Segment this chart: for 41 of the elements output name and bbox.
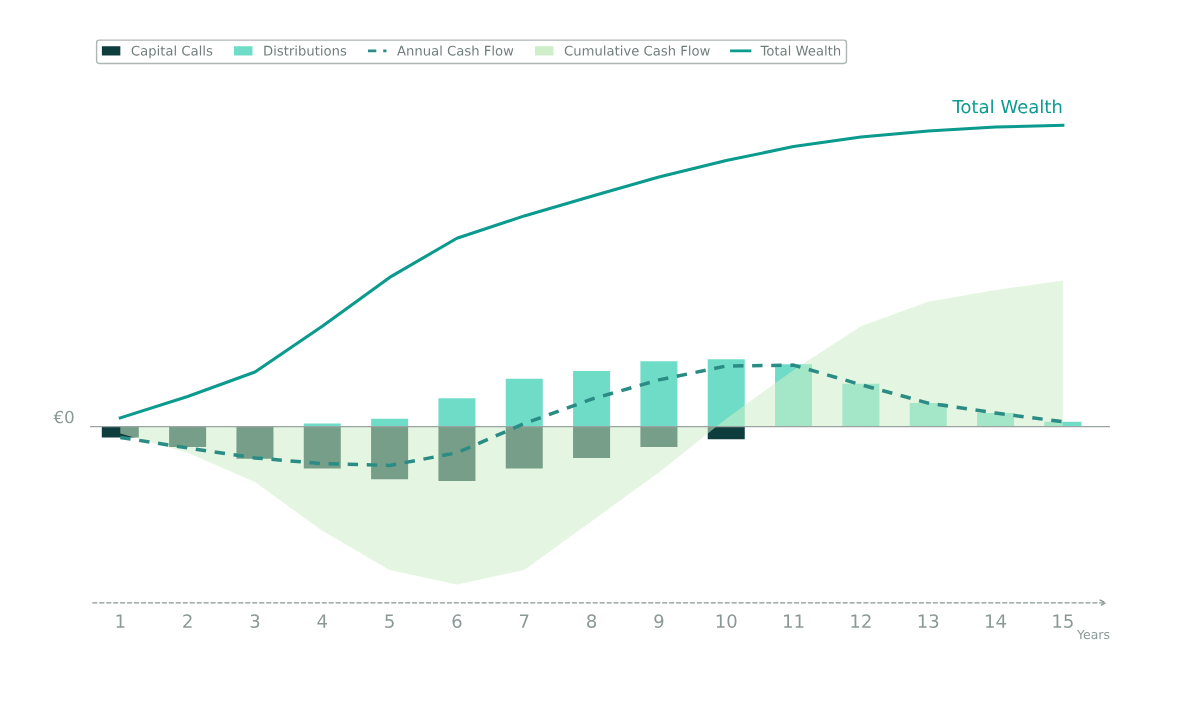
x-tick-label: 8 <box>587 614 597 628</box>
bar <box>505 378 543 427</box>
x-tick-label: 5 <box>385 614 394 628</box>
bar <box>842 383 880 427</box>
bar <box>505 426 543 469</box>
annotation: Total Wealth <box>952 99 1062 114</box>
x-tick-label: 9 <box>654 614 664 628</box>
legend-label: Capital Calls <box>131 45 213 59</box>
x-tick-label: 14 <box>986 614 1007 628</box>
legend-label: Total Wealth <box>760 45 841 56</box>
x-tick-label: 4 <box>317 614 328 628</box>
legend-label: Cumulative Cash Flow <box>564 45 710 56</box>
ref-line-label: €0 <box>53 410 74 424</box>
bar <box>101 426 139 438</box>
bar <box>707 426 745 440</box>
bar <box>371 426 409 480</box>
bar <box>303 426 341 469</box>
x-tick-label: 6 <box>452 614 462 628</box>
x-tick-label: 12 <box>851 614 871 628</box>
bar <box>640 361 678 427</box>
x-tick-label: 13 <box>918 614 939 628</box>
bar <box>236 426 274 459</box>
bar <box>640 426 678 448</box>
x-tick-label: 3 <box>250 614 260 628</box>
x-axis-title: Years <box>1076 629 1110 640</box>
bar <box>573 371 611 427</box>
bar <box>909 403 947 427</box>
bar <box>573 426 611 458</box>
legend-label: Annual Cash Flow <box>397 45 514 56</box>
x-tick-label: 11 <box>784 614 804 628</box>
bar <box>707 359 745 427</box>
bar <box>169 426 207 448</box>
bar <box>438 398 476 427</box>
bar <box>438 426 476 482</box>
x-tick-label: 15 <box>1053 614 1073 628</box>
x-tick-label: 1 <box>116 614 125 628</box>
legend-label: Distributions <box>264 45 347 56</box>
bar <box>775 364 813 427</box>
x-tick-label: 7 <box>519 614 529 628</box>
x-tick-label: 2 <box>183 614 192 628</box>
x-tick-label: 10 <box>716 614 737 628</box>
